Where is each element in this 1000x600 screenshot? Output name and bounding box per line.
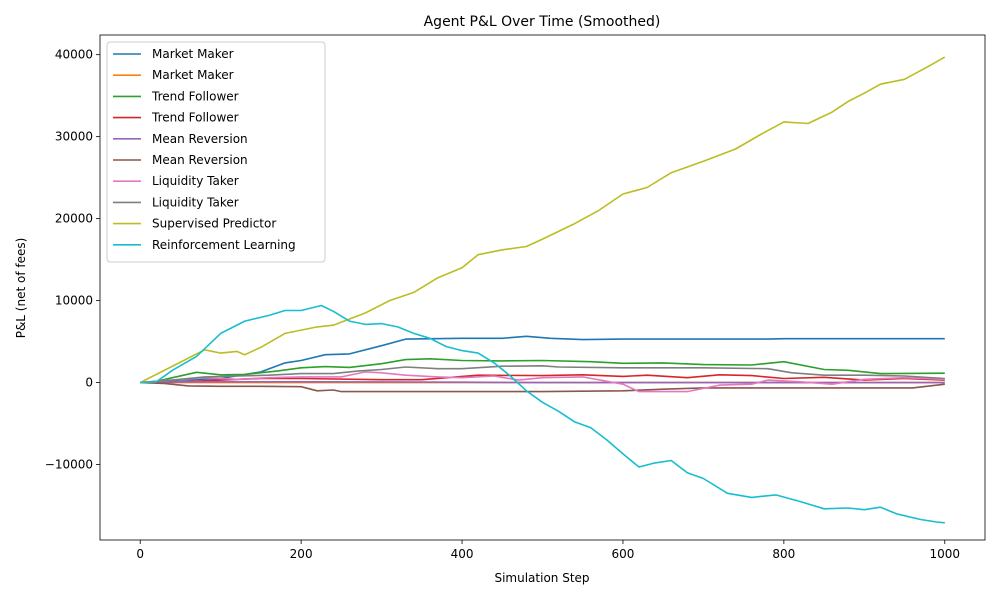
series-line-9 — [139, 56, 946, 384]
legend: Market Maker Market Maker Trend Follower Tr… — [106, 41, 326, 263]
x-tick-label: 600 — [612, 547, 635, 561]
series-line-7 — [140, 371, 945, 393]
y-tick-label: 20000 — [55, 212, 93, 226]
x-tick-label: 800 — [772, 547, 795, 561]
legend-label: Supervised Predictor — [152, 217, 276, 231]
x-axis-ticks: 0 200 400 600 800 1000 — [136, 540, 960, 561]
legend-label: Mean Reversion — [152, 132, 248, 146]
series-line-5 — [140, 381, 945, 384]
series-line-10 — [140, 304, 945, 524]
y-axis-ticks: −10000 0 10000 20000 30000 40000 — [45, 48, 100, 472]
y-tick-label: −10000 — [45, 458, 93, 472]
plot-area — [99, 34, 986, 541]
legend-label: Trend Follower — [151, 89, 239, 103]
series-layer — [139, 56, 946, 524]
x-tick-label: 1000 — [929, 547, 960, 561]
y-tick-label: 40000 — [55, 48, 93, 62]
y-tick-label: 0 — [85, 376, 93, 390]
x-tick-label: 200 — [290, 547, 313, 561]
x-tick-label: 0 — [136, 547, 144, 561]
axes-frame — [99, 34, 986, 541]
y-tick-label: 10000 — [55, 294, 93, 308]
legend-label: Reinforcement Learning — [152, 238, 296, 252]
legend-label: Market Maker — [152, 68, 234, 82]
legend-box — [106, 41, 326, 263]
legend-label: Mean Reversion — [152, 153, 248, 167]
legend-label: Liquidity Taker — [152, 174, 239, 188]
x-axis-label: Simulation Step — [494, 571, 589, 585]
series-line-3 — [140, 358, 945, 384]
chart-title: Agent P&L Over Time (Smoothed) — [424, 14, 661, 30]
y-tick-label: 30000 — [55, 130, 93, 144]
legend-label: Trend Follower — [151, 111, 239, 125]
x-tick-label: 400 — [451, 547, 474, 561]
series-line-6 — [140, 381, 945, 393]
y-axis-label: P&L (net of fees) — [14, 238, 28, 339]
legend-label: Liquidity Taker — [152, 195, 239, 209]
series-line-8 — [140, 365, 945, 384]
legend-label: Market Maker — [152, 47, 234, 61]
